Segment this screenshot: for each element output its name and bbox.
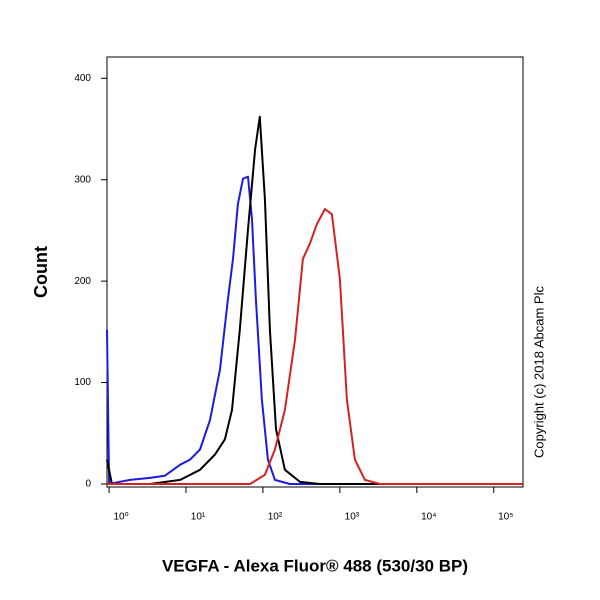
y-tick-label: 100 (74, 377, 91, 388)
x-tick-label: 10⁵ (498, 512, 513, 523)
x-tick-label: 10³ (345, 512, 360, 523)
plot-frame (106, 56, 524, 488)
copyright: Copyright (c) 2018 Abcam Plc (531, 286, 546, 458)
y-axis-label: Count (31, 246, 51, 298)
histogram-line (106, 175, 523, 485)
y-tick-label: 200 (74, 276, 91, 287)
x-tick-label: 10⁰ (113, 512, 128, 523)
x-tick-label: 10⁴ (421, 512, 436, 523)
y-tick-label: 400 (74, 73, 91, 84)
histogram-line (107, 208, 523, 485)
histogram-line (106, 115, 523, 485)
x-axis-label: VEGFA - Alexa Fluor® 488 (530/30 BP) (162, 556, 468, 575)
x-tick-label: 10² (268, 512, 283, 523)
y-tick-label: 0 (85, 479, 91, 490)
y-tick-label: 300 (74, 174, 91, 185)
x-tick-label: 10¹ (191, 512, 206, 523)
